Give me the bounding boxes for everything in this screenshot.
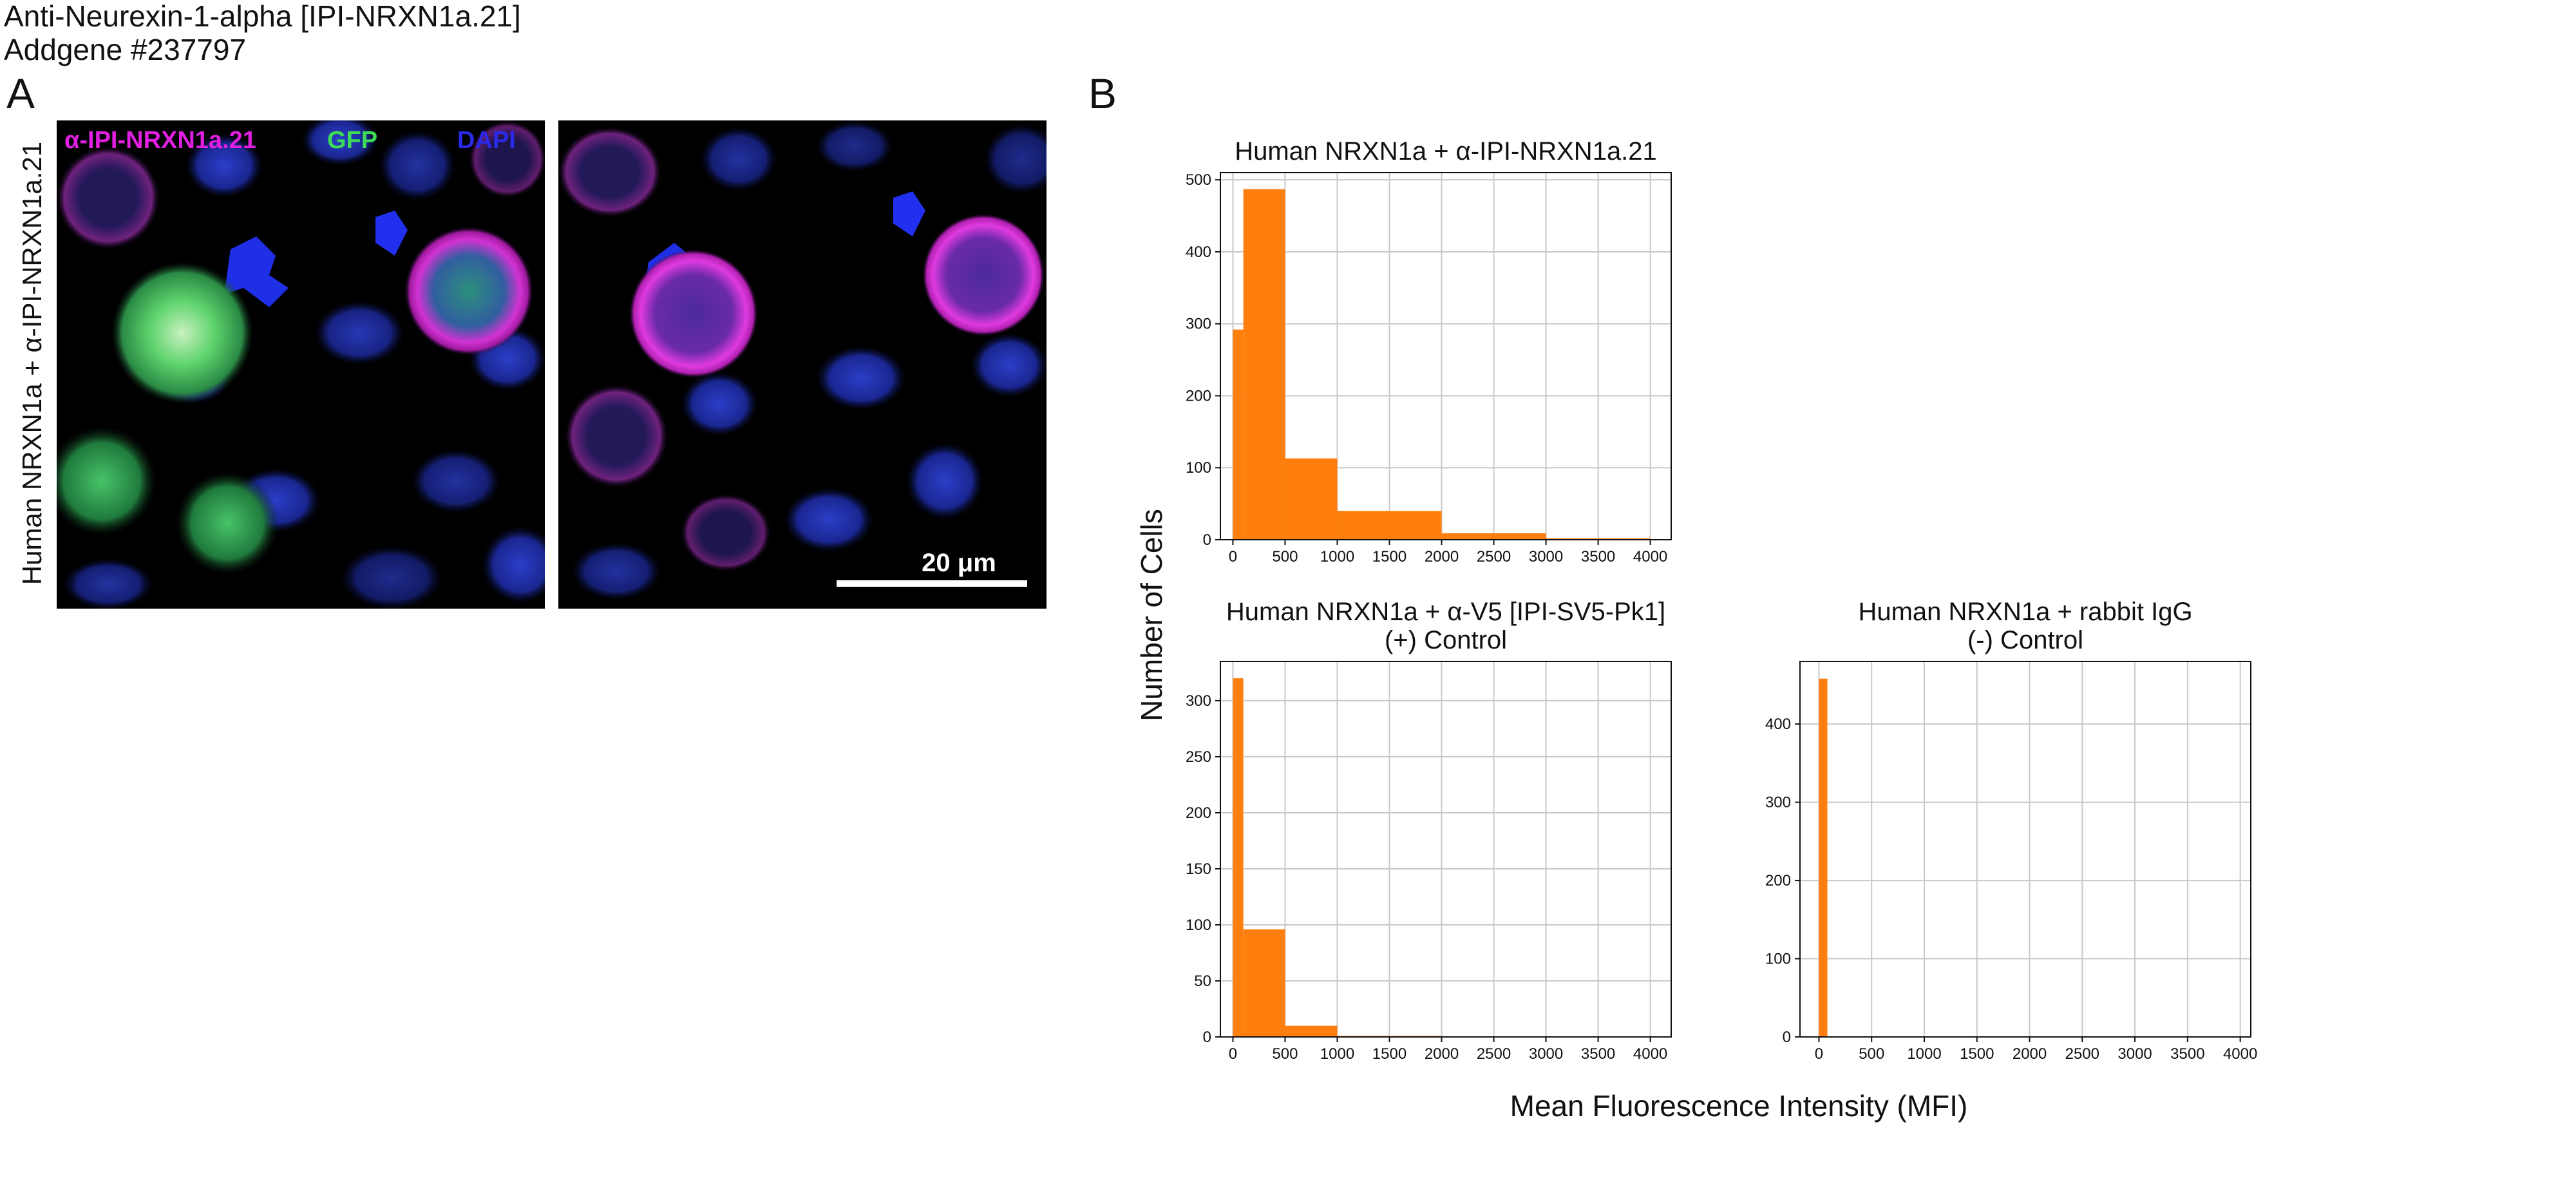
y-tick-label: 300 <box>1186 316 1211 333</box>
x-tick-label: 1500 <box>1372 1045 1406 1063</box>
x-tick-label: 4000 <box>1633 1045 1667 1063</box>
x-tick-label: 3500 <box>1581 1045 1615 1063</box>
micrograph-left-image <box>57 120 545 609</box>
y-tick-label: 500 <box>1186 171 1211 189</box>
x-tick-label: 0 <box>1229 1045 1237 1063</box>
x-tick-label: 4000 <box>1633 548 1667 565</box>
histogram-igg-negative-control: Human NRXN1a + rabbit IgG(-) Control 0 500… <box>1765 598 2257 1063</box>
histogram-bar <box>1285 458 1338 540</box>
histogram-bar <box>1233 678 1244 1037</box>
histogram-bar <box>1546 538 1651 540</box>
x-tick-label: 1000 <box>1907 1045 1941 1063</box>
axes-frame <box>1220 172 1672 540</box>
y-tick-label: 100 <box>1186 916 1211 934</box>
histogram-bar <box>1243 189 1285 540</box>
y-tick-label: 300 <box>1765 794 1791 812</box>
y-tick-label: 100 <box>1765 951 1791 968</box>
y-tick-label: 200 <box>1765 872 1791 889</box>
x-tick-label: 0 <box>1229 548 1237 565</box>
micrograph-left: α-IPI-NRXN1a.21 GFP DAPI <box>57 120 545 609</box>
x-tick-label: 4000 <box>2223 1045 2257 1063</box>
histogram-bar <box>1243 929 1285 1037</box>
y-tick-label: 400 <box>1765 716 1791 733</box>
x-tick-label: 2000 <box>1425 548 1459 565</box>
chart-title-line: Human NRXN1a + α-IPI-NRXN1a.21 <box>1235 137 1657 166</box>
x-tick-label: 3500 <box>2170 1045 2204 1063</box>
x-tick-label: 1000 <box>1320 548 1354 565</box>
y-tick-label: 0 <box>1783 1029 1791 1046</box>
x-tick-label: 500 <box>1859 1045 1884 1063</box>
y-tick-label: 300 <box>1186 692 1211 710</box>
micrograph-right: 20 μm <box>558 120 1046 609</box>
histogram-nrxn1a-antibody: Human NRXN1a + α-IPI-NRXN1a.210 500 1000 15… <box>1186 137 1672 565</box>
x-tick-label: 3500 <box>1581 548 1615 565</box>
y-tick-label: 200 <box>1186 804 1211 822</box>
panel-a-row-label: Human NRXN1a + α-IPI-NRXN1a.21 <box>17 141 47 585</box>
y-tick-label: 50 <box>1194 973 1211 990</box>
axes-frame <box>1799 661 2251 1038</box>
chart-title-line: Human NRXN1a + α-V5 [IPI-SV5-Pk1] <box>1226 598 1665 626</box>
scale-bar <box>837 580 1027 587</box>
histogram-bar <box>1441 533 1546 540</box>
x-tick-label: 500 <box>1272 548 1298 565</box>
y-tick-label: 250 <box>1186 748 1211 766</box>
channel-label-nrxn1a: α-IPI-NRXN1a.21 <box>64 127 256 154</box>
x-tick-label: 2000 <box>2012 1045 2047 1063</box>
addgene-id: Addgene #237797 <box>4 33 247 66</box>
histogram-v5-positive-control: Human NRXN1a + α-V5 [IPI-SV5-Pk1](+) Con… <box>1186 598 1672 1063</box>
histogram-bar <box>1337 511 1442 540</box>
figure-title: Anti-Neurexin-1-alpha [IPI-NRXN1a.21] <box>4 0 521 33</box>
x-tick-label: 1500 <box>1372 548 1406 565</box>
micrograph-right-image <box>558 120 1046 600</box>
y-tick-label: 400 <box>1186 243 1211 261</box>
chart-title-line: Human NRXN1a + rabbit IgG <box>1858 598 2192 626</box>
x-tick-label: 1000 <box>1320 1045 1354 1063</box>
y-tick-label: 0 <box>1203 1029 1211 1046</box>
x-tick-label: 0 <box>1815 1045 1823 1063</box>
panel-a-letter: A <box>6 70 35 117</box>
x-tick-label: 1500 <box>1960 1045 1994 1063</box>
x-tick-label: 2500 <box>1477 1045 1511 1063</box>
x-tick-label: 3000 <box>1529 1045 1563 1063</box>
histogram-bar <box>1233 329 1244 540</box>
panel-b-letter: B <box>1088 70 1117 117</box>
x-tick-label: 2500 <box>1477 548 1511 565</box>
histogram-bar <box>1285 1025 1338 1037</box>
y-tick-label: 200 <box>1186 387 1211 404</box>
channel-label-dapi: DAPI <box>457 127 516 154</box>
y-tick-label: 0 <box>1203 531 1211 549</box>
x-tick-label: 3000 <box>2117 1045 2152 1063</box>
y-tick-label: 150 <box>1186 860 1211 878</box>
x-tick-label: 500 <box>1272 1045 1298 1063</box>
chart-title-line: (-) Control <box>1967 626 2083 654</box>
axes-frame <box>1220 661 1672 1038</box>
x-axis-label: Mean Fluorescence Intensity (MFI) <box>1510 1089 1968 1123</box>
scale-bar-label: 20 μm <box>922 549 996 577</box>
x-tick-label: 3000 <box>1529 548 1563 565</box>
x-tick-label: 2500 <box>2065 1045 2099 1063</box>
y-tick-label: 100 <box>1186 459 1211 477</box>
chart-title-line: (+) Control <box>1385 626 1507 654</box>
x-tick-label: 2000 <box>1425 1045 1459 1063</box>
histogram-bar <box>1819 678 1828 1037</box>
channel-label-gfp: GFP <box>327 127 378 154</box>
